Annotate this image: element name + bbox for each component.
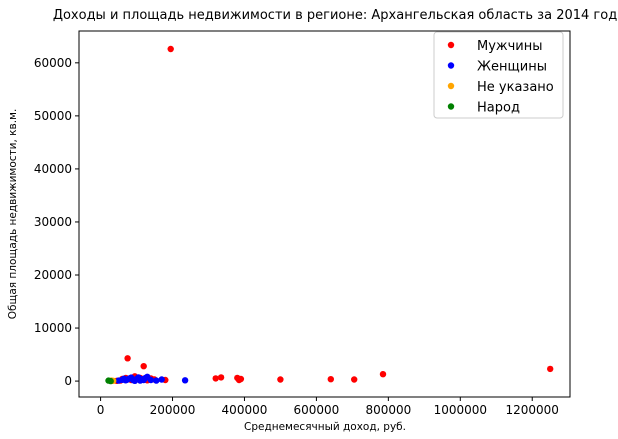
x-tick-label: 600000 (294, 403, 340, 417)
x-tick-label: 400000 (222, 403, 268, 417)
legend-box (433, 31, 564, 119)
y-tick-label: 60000 (34, 56, 72, 70)
data-points (105, 45, 554, 385)
x-tick-label: 800000 (365, 403, 411, 417)
y-tick-label: 50000 (34, 109, 72, 123)
data-point (277, 376, 284, 383)
legend-label: Мужчины (477, 39, 543, 54)
legend-marker (447, 41, 455, 49)
data-point (115, 377, 122, 384)
x-tick-label: 1200000 (506, 403, 559, 417)
data-point (120, 375, 128, 382)
chart-title: Доходы и площадь недвижимости в регионе:… (53, 8, 617, 23)
data-point (212, 375, 219, 382)
data-point (153, 377, 160, 384)
y-tick-label: 0 (64, 374, 72, 388)
x-tick-label: 0 (97, 403, 105, 417)
data-point (147, 376, 155, 384)
x-tick-label: 1000000 (434, 403, 487, 417)
data-point (135, 374, 142, 381)
y-tick-label: 30000 (34, 215, 72, 229)
series-3-points (105, 377, 114, 385)
data-point (547, 365, 554, 373)
series-1-points (115, 373, 189, 384)
data-point (181, 377, 189, 384)
y-tick-label: 40000 (34, 162, 72, 176)
legend-marker (447, 103, 455, 110)
data-point (217, 374, 225, 381)
x-tick-label: 200000 (150, 403, 196, 417)
x-axis-label: Среднемесячный доход, руб. (244, 421, 406, 433)
legend: Мужчины Женщины Не указано Народ (433, 31, 564, 119)
y-tick-label: 10000 (34, 321, 72, 335)
data-point (167, 45, 174, 53)
legend-label: Не указано (477, 80, 554, 95)
axis-ticks: 0 200000 400000 600000 800000 1000000 1200000 0… (34, 56, 559, 417)
legend-label: Народ (477, 101, 520, 116)
data-point (158, 376, 165, 383)
data-point (351, 376, 358, 383)
data-point (107, 377, 114, 385)
y-tick-label: 20000 (34, 268, 72, 282)
data-point (124, 355, 131, 362)
data-point (140, 363, 147, 370)
legend-marker (447, 62, 455, 69)
data-point (327, 376, 334, 383)
data-point (140, 376, 147, 384)
y-axis-label: Общая площадь недвижимости, кв.м. (7, 109, 19, 320)
data-point (379, 371, 387, 378)
legend-marker (447, 82, 455, 90)
data-point (235, 376, 243, 384)
legend-label: Женщины (477, 60, 547, 75)
